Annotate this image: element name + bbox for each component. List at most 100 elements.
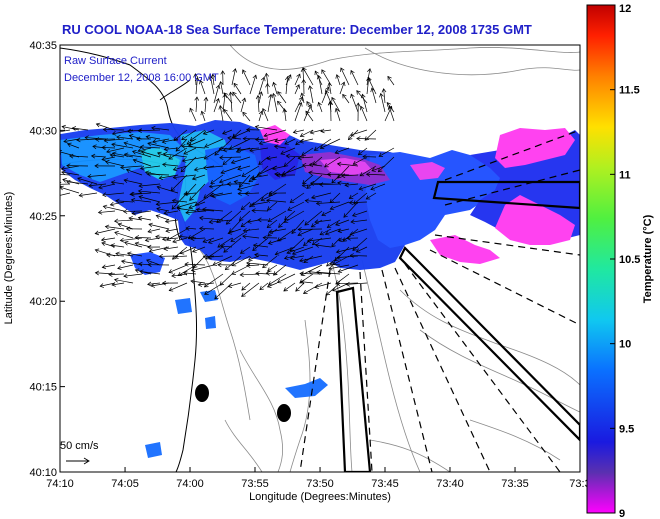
current-vector [181,156,206,163]
current-vector [172,237,188,244]
current-vector [130,197,152,203]
current-vector [69,153,89,159]
current-vector [370,87,377,104]
current-vector [321,86,330,104]
current-vector [181,129,197,141]
current-vector [271,92,278,113]
current-vector [123,273,143,279]
current-vector [106,252,125,258]
current-vector [379,92,386,113]
sst-region-patch-c [175,298,192,314]
current-vector [297,227,323,232]
current-vector [238,210,251,221]
current-vector [125,168,143,176]
current-vector [78,192,98,198]
current-vector [327,82,333,95]
current-vector [266,219,278,229]
y-tick-label: 40:30 [29,125,57,137]
current-vector [274,138,287,143]
current-vector [236,147,260,153]
current-vector [163,246,179,252]
current-vector [273,144,287,150]
current-vector [147,228,161,234]
current-vector [130,191,152,197]
current-vector [128,134,143,140]
current-vector [241,282,251,291]
current-vector [102,192,125,198]
station-marker [277,404,291,422]
current-vector [321,210,332,217]
current-vector [102,204,125,212]
legend-line-1: Raw Surface Current [64,55,167,67]
current-vector [148,222,170,230]
current-vector [336,161,359,167]
current-vector [350,93,359,113]
current-vector [202,207,224,212]
current-vector [117,222,134,230]
current-vector [324,156,341,168]
current-vector [71,126,89,131]
current-vector [104,224,125,230]
current-vector [60,192,71,196]
current-vector [352,156,368,165]
current-vector [357,147,368,156]
current-vector [190,264,215,273]
scale-arrow-head [83,457,90,465]
x-tick-label: 74:10 [46,478,74,490]
current-vector [244,191,260,196]
current-vector [139,144,161,150]
current-vector [284,210,296,221]
current-vector [147,141,170,149]
sst-region-magenta-east [495,195,575,245]
current-vector [62,178,80,185]
current-vector [317,101,323,113]
current-vector [381,88,387,104]
current-vector [314,70,323,86]
current-vector [237,183,260,192]
current-vector [233,82,242,95]
current-vector [90,153,107,159]
current-vector [329,201,350,211]
current-vector [156,206,170,212]
current-vector [308,85,314,104]
current-vector [355,102,361,122]
current-vector [137,147,152,153]
colorbar-tick-label: 10 [619,339,631,351]
current-vector [108,272,125,277]
current-vector [258,91,264,104]
current-vector [220,165,242,175]
current-vector [387,75,395,86]
current-vector [210,174,224,185]
current-vector [199,226,215,231]
current-vector [147,244,161,250]
current-vector [359,105,368,122]
colorbar-ticks: 9 9.5 10 10.5 11 11.5 12 [610,3,640,519]
current-vector [340,173,359,179]
current-vector [157,151,170,158]
current-vector [268,190,287,196]
current-vector [311,192,332,200]
x-axis-label: Longitude (Degrees:Minutes) [249,491,391,503]
current-vectors [60,67,395,300]
current-vector [165,228,179,233]
current-vector [84,135,107,141]
current-vector [242,234,260,239]
current-vector [104,160,125,167]
current-vector [252,243,269,248]
current-vector [367,76,377,95]
current-vector [287,201,305,211]
current-vector [103,138,125,143]
current-vector [164,218,179,224]
current-vector [222,93,228,113]
current-vector [365,172,386,177]
current-vector [147,262,170,268]
current-vector [113,277,134,284]
sst-region-patch-f [145,442,162,458]
current-vector [208,219,233,225]
current-vector [314,219,332,225]
current-vector [302,67,314,86]
current-vector [179,246,197,255]
current-vector [300,92,305,104]
colorbar-tick-label: 12 [619,3,631,15]
current-vector [266,201,278,211]
